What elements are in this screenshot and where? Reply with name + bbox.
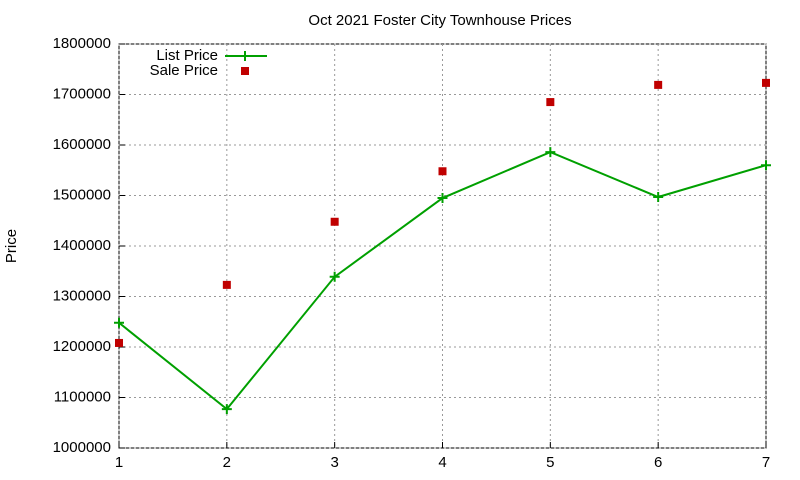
x-tick-label: 7	[762, 454, 770, 471]
x-tick-label: 4	[438, 454, 446, 471]
x-tick-label: 6	[654, 454, 662, 471]
legend-marker	[241, 67, 249, 75]
y-tick-label: 1500000	[53, 186, 111, 203]
x-tick-label: 1	[115, 454, 123, 471]
point	[330, 217, 339, 226]
legend-label: Sale Price	[150, 62, 218, 79]
point	[653, 192, 664, 203]
x-tick-label: 3	[330, 454, 338, 471]
legend-marker	[240, 51, 250, 61]
y-tick-label: 1700000	[53, 85, 111, 102]
point	[115, 338, 123, 347]
point	[545, 147, 556, 158]
point-glyph	[653, 192, 664, 203]
point-glyph	[329, 271, 340, 282]
point	[221, 404, 232, 415]
point	[437, 193, 448, 204]
y-tick-label: 1600000	[53, 136, 111, 153]
y-tick-label: 1200000	[53, 338, 111, 355]
point	[222, 280, 231, 289]
y-tick-label: 1000000	[53, 439, 111, 456]
y-tick-label: 1100000	[54, 388, 111, 405]
y-tick-label: 1300000	[53, 287, 111, 304]
x-tick-label: 2	[223, 454, 231, 471]
point	[762, 78, 770, 87]
point-glyph	[437, 193, 448, 204]
point-glyph	[221, 404, 232, 415]
legend-label: List Price	[156, 47, 218, 64]
point	[761, 160, 771, 171]
chart-title: Oct 2021 Foster City Townhouse Prices	[308, 12, 571, 29]
point	[438, 167, 447, 176]
point	[654, 80, 663, 89]
point	[114, 317, 124, 328]
point-glyph	[114, 317, 124, 328]
point-glyph	[545, 147, 556, 158]
y-tick-label: 1400000	[53, 237, 111, 254]
y-axis-label: Price	[3, 229, 20, 263]
y-tick-label: 1800000	[53, 35, 111, 52]
point	[329, 271, 340, 282]
point-glyph	[761, 160, 771, 171]
point	[546, 98, 555, 107]
x-tick-label: 5	[546, 454, 554, 471]
